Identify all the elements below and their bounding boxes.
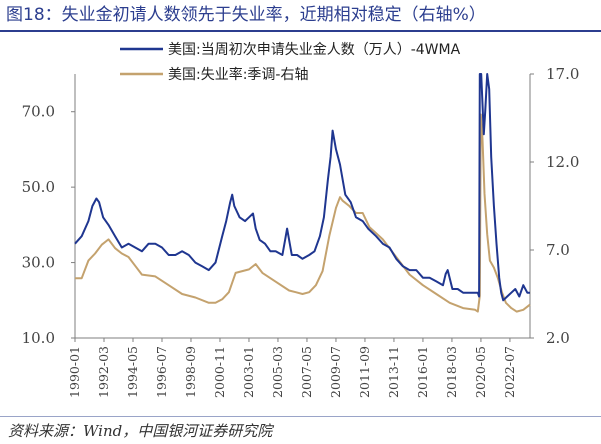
- line-chart: 10.030.050.070.0 2.07.012.017.0 1990-01 1…: [22, 41, 580, 398]
- right-tick-label: 17.0: [546, 65, 579, 83]
- x-tick-label: 2018-03: [444, 346, 459, 398]
- x-tick-label: 2000-11: [212, 346, 227, 398]
- left-tick-label: 70.0: [22, 103, 55, 121]
- series-line-initial-claims: [74, 73, 530, 302]
- x-axis-ticks: 1990-01 1992-03 1994-05 1996-07 1998-09 2000-…: [67, 338, 517, 398]
- legend: 美国:当周初次申请失业金人数（万人）-4WMA 美国:失业率:季调-右轴: [120, 41, 461, 83]
- plot-frame: [74, 74, 531, 339]
- left-tick-label: 10.0: [22, 329, 55, 347]
- right-tick-label: 12.0: [546, 153, 579, 171]
- x-tick-label: 2022-07: [502, 346, 517, 398]
- x-tick-label: 2011-09: [357, 346, 372, 398]
- x-tick-label: 2016-01: [415, 346, 430, 398]
- right-axis-ticks: 2.0 7.0 12.0 17.0: [530, 65, 579, 347]
- right-tick-label: 2.0: [546, 329, 570, 347]
- left-tick-label: 30.0: [22, 254, 55, 272]
- legend-label: 美国:失业率:季调-右轴: [168, 66, 309, 83]
- x-tick-label: 2009-07: [328, 346, 343, 398]
- x-tick-label: 1990-01: [67, 346, 82, 398]
- figure-title: 图18：失业金初请人数领先于失业率，近期相对稳定（右轴%）: [6, 5, 486, 25]
- x-tick-label: 1994-05: [125, 346, 140, 398]
- source-note: 资料来源：Wind，中国银河证券研究院: [8, 422, 273, 440]
- title-divider: [0, 30, 601, 32]
- x-tick-label: 2007-05: [299, 346, 314, 398]
- x-tick-label: 2003-01: [241, 346, 256, 398]
- x-tick-label: 1992-03: [96, 346, 111, 398]
- legend-label: 美国:当周初次申请失业金人数（万人）-4WMA: [168, 41, 461, 58]
- x-tick-label: 2013-11: [386, 346, 401, 398]
- x-tick-label: 1998-09: [183, 346, 198, 398]
- x-tick-label: 2005-03: [270, 346, 285, 398]
- right-tick-label: 7.0: [546, 241, 570, 259]
- series-group: [74, 73, 531, 313]
- left-axis-ticks: 10.0 30.0 50.0 70.0: [22, 103, 75, 347]
- x-tick-label: 1996-07: [154, 346, 169, 398]
- source-divider: [0, 416, 601, 417]
- x-tick-label: 2020-05: [473, 346, 488, 398]
- series-line-unemployment-rate: [75, 113, 531, 313]
- left-tick-label: 50.0: [22, 178, 55, 196]
